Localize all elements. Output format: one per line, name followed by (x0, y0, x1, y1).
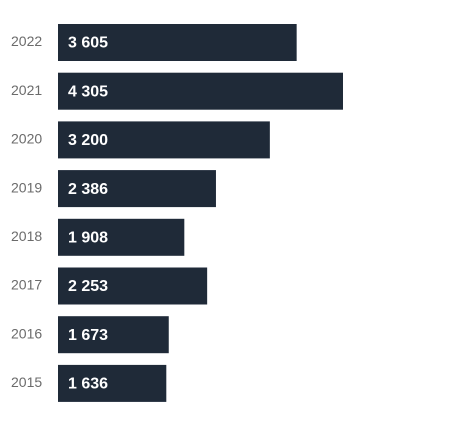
bar (58, 72, 343, 110)
category-label: 2020 (11, 131, 42, 147)
category-label: 2017 (11, 277, 42, 293)
value-label: 3 200 (68, 132, 108, 149)
category-label: 2018 (11, 228, 42, 244)
bar (58, 24, 297, 61)
bar (58, 218, 185, 256)
value-label: 1 673 (68, 327, 108, 344)
value-label: 1 908 (68, 230, 108, 247)
value-label: 4 305 (68, 83, 108, 100)
category-label: 2019 (11, 179, 42, 195)
bar (58, 316, 169, 354)
value-label: 2 253 (68, 278, 108, 295)
bar (58, 267, 208, 305)
value-label: 1 636 (68, 376, 108, 393)
category-label: 2022 (11, 33, 42, 49)
bar (58, 170, 216, 208)
category-label: 2015 (11, 374, 42, 390)
value-label: 2 386 (68, 181, 108, 198)
category-label: 2016 (11, 325, 42, 341)
bar (58, 364, 167, 402)
value-label: 3 605 (68, 35, 108, 52)
category-label: 2021 (11, 82, 42, 98)
bar (58, 121, 270, 159)
